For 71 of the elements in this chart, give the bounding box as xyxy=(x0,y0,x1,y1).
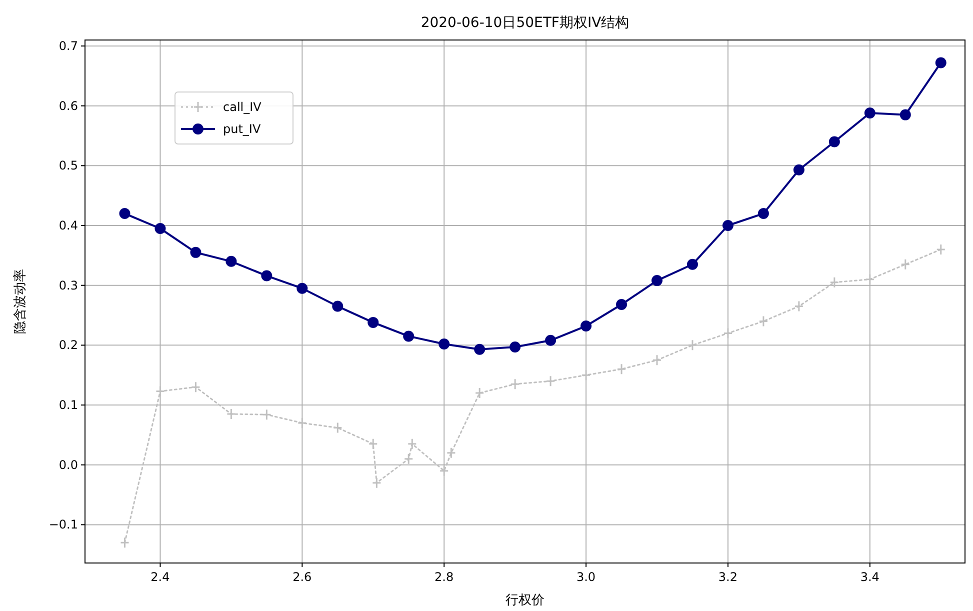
point xyxy=(297,417,307,429)
point xyxy=(262,408,272,420)
point xyxy=(261,270,272,282)
point xyxy=(580,320,592,332)
x-tick-label: 3.2 xyxy=(718,570,738,584)
point xyxy=(155,386,165,398)
point xyxy=(900,109,911,120)
point xyxy=(296,282,308,294)
point xyxy=(438,338,450,350)
point xyxy=(581,369,591,381)
point xyxy=(446,447,456,459)
point xyxy=(688,339,698,351)
legend-label: call_IV xyxy=(223,100,262,114)
point xyxy=(652,275,662,286)
point xyxy=(226,256,237,267)
point xyxy=(546,375,556,387)
point xyxy=(616,363,626,375)
legend-label: put_IV xyxy=(223,122,262,136)
point xyxy=(652,354,662,366)
x-tick-label: 3.4 xyxy=(860,570,880,584)
y-tick-label: −0.1 xyxy=(48,518,78,532)
point xyxy=(439,465,449,477)
y-tick-label: 0.1 xyxy=(58,398,78,412)
point xyxy=(793,164,804,176)
point xyxy=(510,378,520,390)
point xyxy=(368,316,379,328)
point xyxy=(758,208,769,220)
point xyxy=(935,57,946,68)
y-tick-label: 0.0 xyxy=(58,458,78,472)
y-tick-label: 0.7 xyxy=(58,38,78,53)
point xyxy=(545,334,556,346)
point xyxy=(474,344,486,355)
point xyxy=(332,422,342,434)
point xyxy=(510,341,521,352)
point xyxy=(119,208,130,220)
point xyxy=(404,453,414,465)
y-tick-label: 0.2 xyxy=(58,338,78,352)
point xyxy=(686,258,698,270)
point xyxy=(154,222,166,234)
x-tick-label: 3.0 xyxy=(576,570,596,584)
point xyxy=(332,300,344,312)
point xyxy=(616,298,628,310)
point xyxy=(828,136,840,148)
point xyxy=(403,330,414,342)
x-tick-label: 2.8 xyxy=(434,570,454,584)
chart-title: 2020-06-10日50ETF期权IV结构 xyxy=(420,15,630,31)
x-axis-title: 行权价 xyxy=(506,593,544,608)
x-tick-label: 2.6 xyxy=(292,570,312,584)
point xyxy=(723,327,733,339)
point xyxy=(368,438,378,450)
point xyxy=(190,246,202,258)
point xyxy=(794,300,804,312)
point xyxy=(900,258,910,270)
point xyxy=(190,381,200,393)
point xyxy=(936,244,946,256)
point xyxy=(864,108,876,119)
y-tick-label: 0.3 xyxy=(58,278,78,292)
point xyxy=(372,477,382,489)
y-tick-label: 0.5 xyxy=(58,158,78,173)
x-tick-label: 2.4 xyxy=(150,570,170,584)
point xyxy=(226,408,236,420)
point xyxy=(120,536,130,548)
y-tick-label: 0.4 xyxy=(58,218,78,233)
y-axis-title: 隐含波动率 xyxy=(12,269,28,334)
point xyxy=(830,276,840,288)
point xyxy=(474,387,484,399)
y-tick-label: 0.6 xyxy=(58,98,78,113)
point xyxy=(758,315,768,327)
point xyxy=(407,438,417,450)
point xyxy=(865,274,875,286)
point xyxy=(722,220,734,232)
